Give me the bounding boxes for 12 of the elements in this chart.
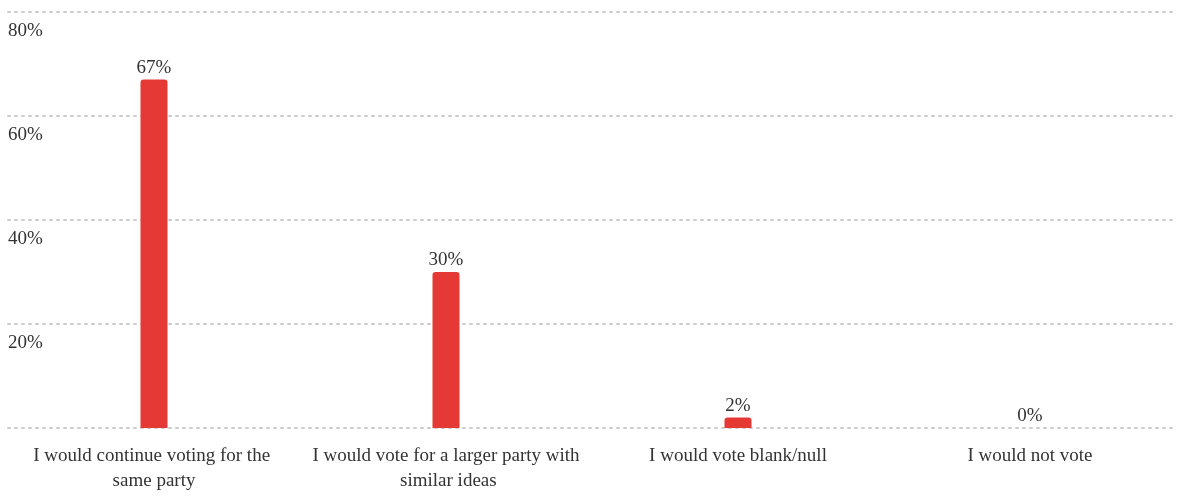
y-tick-label: 20% <box>8 331 43 352</box>
y-tick-label: 60% <box>8 123 43 144</box>
y-tick-label: 40% <box>8 227 43 248</box>
data-label: 67% <box>136 55 172 77</box>
x-tick-label: I would vote for a larger party with similar ideas <box>312 444 581 490</box>
data-label: 2% <box>725 393 751 415</box>
data-label: 0% <box>1017 404 1043 425</box>
data-label: 30% <box>428 248 464 269</box>
y-tick-label: 80% <box>8 19 43 40</box>
x-tick-label: I would vote blank/null <box>649 444 827 465</box>
x-tick-label: I would continue voting for the same party <box>33 444 275 490</box>
x-tick-label: I would not vote <box>967 444 1093 465</box>
